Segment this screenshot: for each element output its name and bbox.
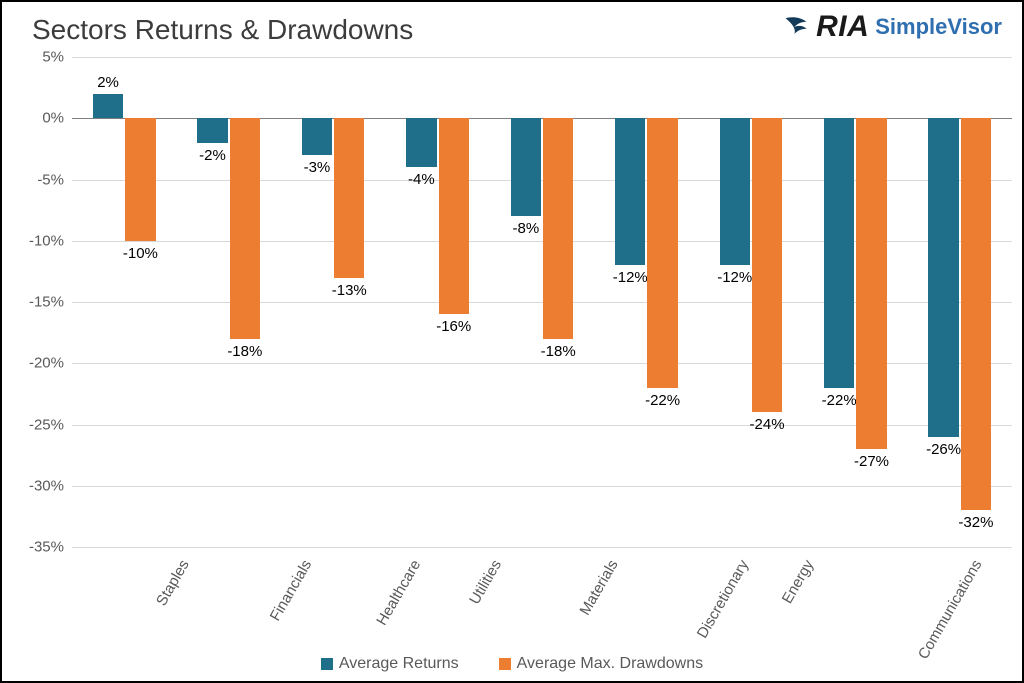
bar (406, 118, 436, 167)
bar (230, 118, 260, 339)
y-tick-label: -35% (29, 539, 64, 556)
y-tick-label: 0% (42, 110, 64, 127)
bar-value-label: -18% (541, 343, 576, 360)
legend-item-returns: Average Returns (321, 655, 459, 673)
bar (615, 118, 645, 265)
y-tick-label: -25% (29, 416, 64, 433)
brand-simplevisor-text: SimpleVisor (875, 14, 1002, 40)
bar-value-label: -16% (436, 318, 471, 335)
bar (647, 118, 677, 388)
bar (856, 118, 886, 449)
legend-swatch-drawdowns (499, 658, 511, 670)
bar (93, 94, 123, 119)
bar-value-label: -24% (750, 416, 785, 433)
gridline (72, 486, 1012, 487)
bar-value-label: -2% (199, 147, 226, 164)
bar (197, 118, 227, 143)
x-tick-label: Discretionary (694, 557, 752, 641)
brand-ria-text: RIA (816, 10, 869, 44)
x-tick-label: Healthcare (373, 557, 424, 628)
bar-value-label: -12% (717, 269, 752, 286)
bar-value-label: -26% (926, 441, 961, 458)
legend-label-returns: Average Returns (339, 655, 459, 673)
y-tick-label: -30% (29, 477, 64, 494)
y-tick-label: -5% (37, 171, 64, 188)
bar (928, 118, 958, 437)
bar (720, 118, 750, 265)
bar (752, 118, 782, 412)
x-tick-label: Financials (266, 557, 314, 624)
brand-block: RIA SimpleVisor (782, 10, 1002, 44)
legend-label-drawdowns: Average Max. Drawdowns (517, 655, 703, 673)
legend-swatch-returns (321, 658, 333, 670)
bar (961, 118, 991, 510)
chart-frame: Sectors Returns & Drawdowns RIA SimpleVi… (0, 0, 1024, 683)
bar-value-label: -4% (408, 171, 435, 188)
bar-value-label: -3% (304, 159, 331, 176)
x-tick-label: Staples (153, 557, 193, 609)
x-tick-label: Communications (915, 557, 986, 662)
bar (511, 118, 541, 216)
bar-value-label: -22% (645, 392, 680, 409)
eagle-icon (782, 13, 810, 41)
gridline (72, 547, 1012, 548)
x-tick-label: Materials (576, 557, 621, 618)
plot-area: -35%-30%-25%-20%-15%-10%-5%0%5%2%-10%Sta… (72, 57, 1012, 547)
bar (824, 118, 854, 388)
bar-value-label: -10% (123, 245, 158, 262)
bar-value-label: -8% (512, 220, 539, 237)
bar (439, 118, 469, 314)
bar-value-label: -18% (227, 343, 262, 360)
gridline (72, 57, 1012, 58)
bar-value-label: -32% (958, 514, 993, 531)
y-tick-label: -10% (29, 232, 64, 249)
bar-value-label: -13% (332, 282, 367, 299)
bar-value-label: -22% (822, 392, 857, 409)
bar (302, 118, 332, 155)
bar-value-label: -27% (854, 453, 889, 470)
legend-item-drawdowns: Average Max. Drawdowns (499, 655, 703, 673)
legend: Average Returns Average Max. Drawdowns (2, 655, 1022, 673)
x-tick-label: Energy (779, 557, 817, 607)
bar (125, 118, 155, 241)
y-tick-label: 5% (42, 49, 64, 66)
bar (334, 118, 364, 277)
x-tick-label: Utilities (466, 557, 505, 607)
y-tick-label: -20% (29, 355, 64, 372)
bar-value-label: -12% (613, 269, 648, 286)
bar-value-label: 2% (97, 74, 119, 91)
y-tick-label: -15% (29, 294, 64, 311)
chart-title: Sectors Returns & Drawdowns (32, 14, 413, 46)
bar (543, 118, 573, 339)
